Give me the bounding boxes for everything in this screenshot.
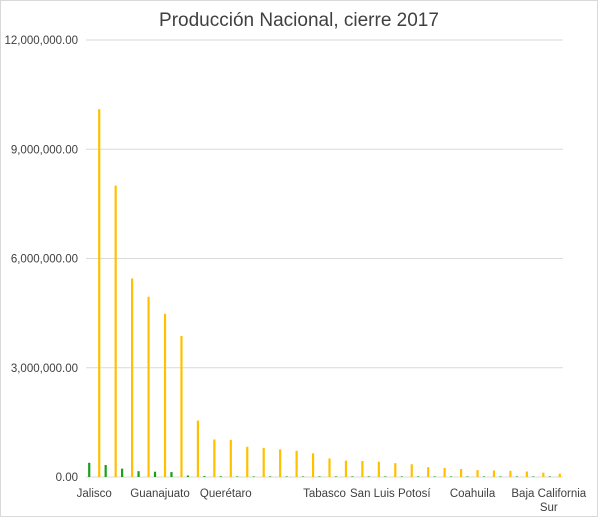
bar bbox=[311, 453, 315, 477]
bar bbox=[88, 462, 91, 477]
bar bbox=[186, 475, 190, 477]
bar bbox=[295, 450, 298, 477]
bar bbox=[394, 463, 397, 477]
bar bbox=[153, 471, 157, 477]
bar bbox=[532, 476, 535, 477]
bar bbox=[285, 476, 288, 477]
bar bbox=[443, 467, 446, 477]
bar bbox=[515, 476, 518, 477]
bar bbox=[98, 109, 101, 478]
x-tick-label: San Luis Potosí bbox=[350, 488, 431, 500]
bar bbox=[246, 446, 249, 477]
bar bbox=[131, 278, 134, 477]
bar bbox=[367, 476, 370, 477]
x-tick-label: Coahuila bbox=[450, 488, 496, 500]
bar bbox=[492, 470, 496, 477]
bar bbox=[499, 476, 502, 477]
bar bbox=[334, 476, 338, 477]
bar bbox=[384, 476, 387, 477]
bar bbox=[525, 471, 528, 477]
bar bbox=[236, 476, 239, 477]
bar bbox=[482, 476, 486, 477]
y-tick-label: 0.00 bbox=[56, 472, 78, 484]
bar bbox=[400, 476, 403, 477]
bar bbox=[410, 464, 413, 477]
bar bbox=[301, 476, 305, 477]
x-tick-label: Jalisco bbox=[77, 488, 112, 500]
bar bbox=[252, 476, 255, 477]
bar bbox=[279, 449, 282, 477]
bar bbox=[170, 472, 173, 477]
bar bbox=[104, 464, 107, 477]
x-tick-label: Tabasco bbox=[303, 488, 346, 500]
y-tick-label: 3,000,000.00 bbox=[11, 363, 78, 375]
chart-title: Producción Nacional, cierre 2017 bbox=[159, 10, 439, 31]
bar bbox=[269, 476, 272, 477]
bar bbox=[466, 476, 469, 477]
bar bbox=[476, 470, 479, 477]
x-tick-label: Baja California Sur bbox=[511, 488, 586, 514]
bar bbox=[344, 460, 348, 477]
bar bbox=[558, 473, 561, 477]
x-tick-label: Querétaro bbox=[200, 488, 252, 500]
bar bbox=[137, 471, 140, 477]
bar bbox=[203, 476, 206, 477]
bar bbox=[449, 476, 453, 477]
bar bbox=[433, 476, 436, 477]
bar bbox=[147, 296, 150, 477]
bar bbox=[427, 467, 430, 477]
bar bbox=[318, 476, 321, 477]
bar bbox=[213, 439, 216, 477]
y-tick-label: 9,000,000.00 bbox=[11, 144, 78, 156]
y-tick-label: 6,000,000.00 bbox=[11, 254, 78, 266]
bar bbox=[361, 460, 364, 477]
bar bbox=[377, 461, 380, 477]
bar bbox=[114, 185, 117, 477]
bar bbox=[121, 468, 124, 477]
x-tick-label: Guanajuato bbox=[130, 488, 189, 500]
y-tick-label: 12,000,000.00 bbox=[4, 35, 78, 47]
bar bbox=[163, 313, 167, 477]
bar bbox=[548, 476, 551, 477]
bar bbox=[417, 476, 420, 477]
bar bbox=[262, 447, 265, 477]
bar bbox=[196, 420, 200, 477]
bar bbox=[219, 476, 222, 477]
bar bbox=[542, 472, 545, 477]
bar bbox=[459, 468, 463, 477]
bar bbox=[180, 336, 183, 477]
bar bbox=[229, 439, 232, 477]
bar bbox=[509, 470, 512, 477]
bar bbox=[351, 476, 354, 477]
bar bbox=[328, 458, 331, 477]
